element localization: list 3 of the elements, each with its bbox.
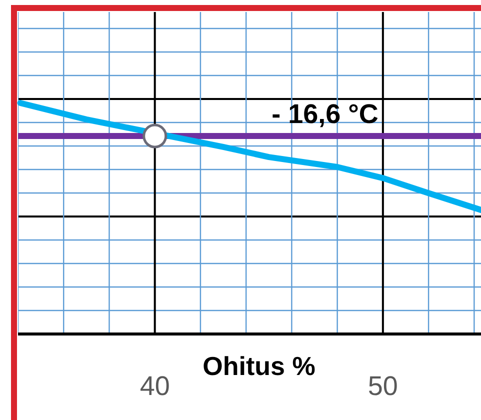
x-tick-label: 40 — [140, 371, 170, 401]
x-tick-label: 50 — [368, 371, 398, 401]
x-axis-title: Ohitus % — [202, 351, 316, 381]
